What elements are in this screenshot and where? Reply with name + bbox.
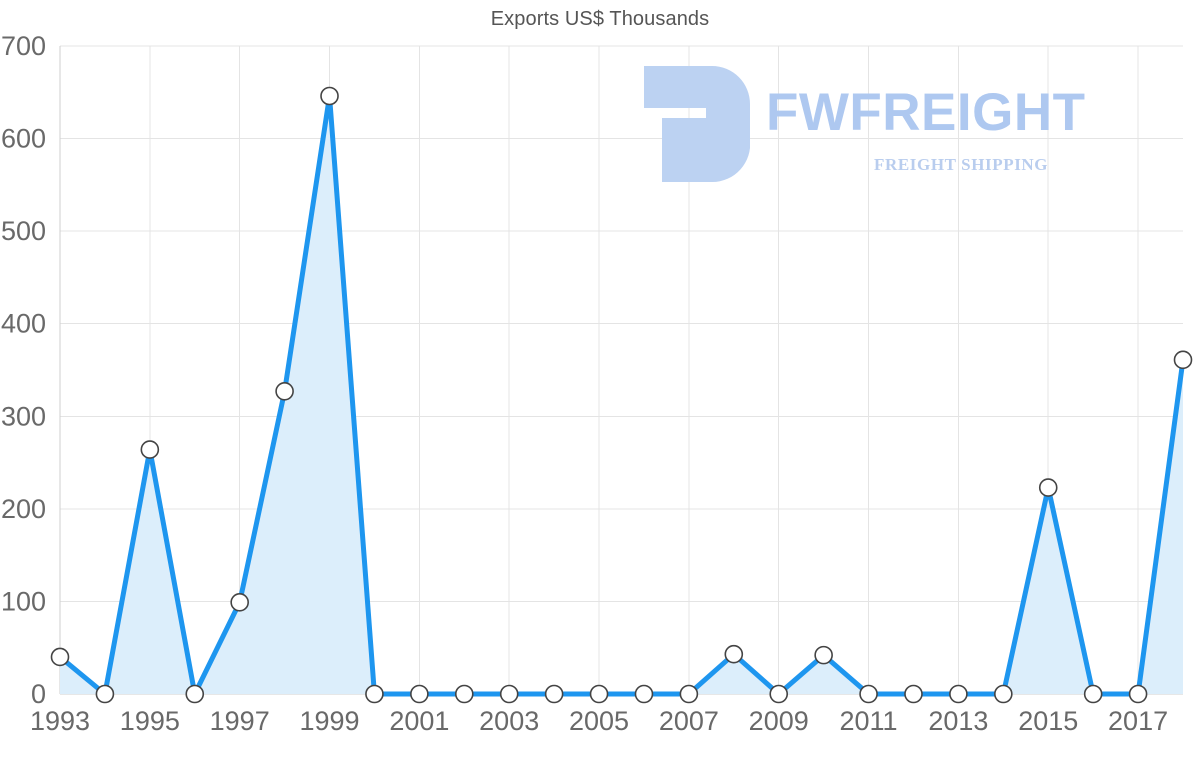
svg-text:2003: 2003 — [479, 706, 539, 736]
svg-text:2013: 2013 — [928, 706, 988, 736]
y-gridlines — [60, 45, 1183, 695]
svg-text:2007: 2007 — [659, 706, 719, 736]
series-area-fill — [60, 95, 1183, 695]
svg-text:1995: 1995 — [120, 706, 180, 736]
svg-text:2005: 2005 — [569, 706, 629, 736]
svg-text:600: 600 — [1, 124, 46, 154]
svg-text:2001: 2001 — [389, 706, 449, 736]
svg-text:2011: 2011 — [840, 706, 898, 736]
svg-text:2009: 2009 — [749, 706, 809, 736]
svg-text:0: 0 — [31, 679, 46, 709]
series-line — [57, 93, 1186, 697]
series-markers — [50, 86, 1193, 704]
svg-text:200: 200 — [1, 494, 46, 524]
svg-text:700: 700 — [1, 31, 46, 61]
svg-text:1993: 1993 — [30, 706, 90, 736]
svg-text:2017: 2017 — [1108, 706, 1168, 736]
y-axis-tick-labels: 0 100 200 300 400 500 600 700 — [1, 31, 46, 709]
chart-title: Exports US$ Thousands — [490, 8, 710, 30]
x-gridlines — [59, 46, 1139, 694]
x-axis-tick-labels: 1993 1995 1997 1999 2001 2003 2005 2007 2009 2011… — [30, 706, 1168, 736]
svg-text:1997: 1997 — [210, 706, 270, 736]
svg-text:400: 400 — [1, 309, 46, 339]
svg-text:1999: 1999 — [299, 706, 359, 736]
svg-text:2015: 2015 — [1018, 706, 1078, 736]
svg-text:300: 300 — [1, 401, 46, 431]
svg-text:100: 100 — [1, 586, 46, 616]
svg-text:500: 500 — [1, 216, 46, 246]
